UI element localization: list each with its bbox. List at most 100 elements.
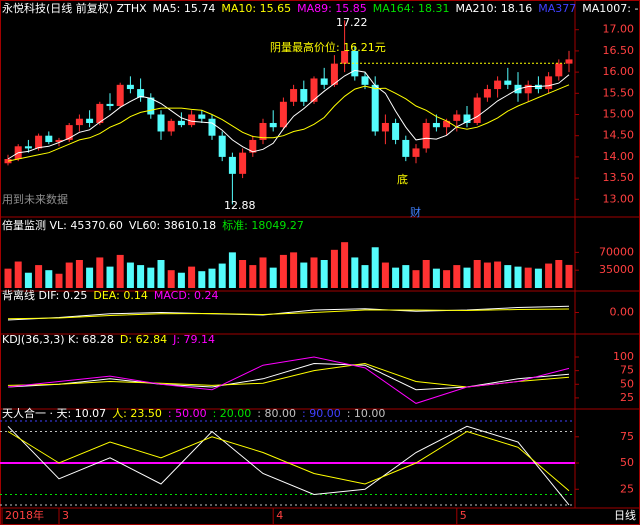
y-tick-label: 13.50 <box>603 171 635 184</box>
volume-bar <box>320 260 328 288</box>
candle-body <box>167 120 175 132</box>
candle-body <box>330 63 338 85</box>
candle-body <box>371 84 379 132</box>
candle-body <box>35 135 43 149</box>
volume-bar <box>188 266 196 288</box>
panel-header: 背离线 DIF: 0.25 <box>2 288 87 302</box>
candle-body <box>565 59 573 64</box>
volume-bar <box>45 270 53 288</box>
panel-header: MA5: 15.74 <box>153 2 216 15</box>
volume-bar <box>14 261 22 288</box>
volume-bar <box>565 264 573 288</box>
candle-body <box>198 114 206 119</box>
y-tick-label: 15.50 <box>603 86 635 99</box>
panel-header: 天人合一 · 天: 10.07 <box>2 406 106 420</box>
ma-line <box>7 69 570 160</box>
candle-body <box>351 50 359 77</box>
volume-bar <box>545 263 553 288</box>
panel-header: 人: 23.50 <box>112 407 162 420</box>
y-tick-label: 35000 <box>599 263 634 276</box>
volume-bar <box>494 261 502 288</box>
panel-header: 标准: 18049.27 <box>222 218 304 232</box>
volume-bar <box>249 265 257 288</box>
volume-bar <box>310 257 318 288</box>
panel-header: DEA: 0.14 <box>93 289 147 302</box>
volume-bar <box>86 267 94 288</box>
candle-body <box>24 146 32 149</box>
indicator-line <box>7 308 570 320</box>
x-tick-label: 4 <box>276 509 283 522</box>
volume-bar <box>504 265 512 288</box>
candle-body <box>177 120 185 126</box>
candle-body <box>45 135 53 143</box>
y-tick-label: 14.00 <box>603 150 635 163</box>
volume-bar <box>116 254 124 288</box>
candle-body <box>545 76 553 90</box>
panel-header: MA10: 15.65 <box>221 2 291 15</box>
y-tick-label: 25 <box>620 391 634 404</box>
candle-body <box>494 80 502 90</box>
y-tick-label: 13.00 <box>603 192 635 205</box>
candle-body <box>310 78 318 102</box>
candle-body <box>106 103 114 107</box>
y-tick-label: 14.50 <box>603 129 635 142</box>
volume-bar <box>341 242 349 288</box>
panel-header: 永悦科技(日线 前复权) ZTHX <box>2 1 147 15</box>
candle-body <box>392 122 400 140</box>
candle-body <box>555 63 563 77</box>
candle-body <box>208 118 216 136</box>
y-tick-label: 50 <box>620 377 634 390</box>
volume-bar <box>412 270 420 288</box>
volume-bar <box>137 265 145 288</box>
volume-bar <box>126 262 134 288</box>
candle-body <box>218 135 226 157</box>
volume-bar <box>106 266 114 288</box>
candle-body <box>524 84 532 94</box>
volume-bar <box>422 260 430 288</box>
volume-bar <box>147 267 155 288</box>
volume-bar <box>514 266 522 288</box>
panel-header: MA89: 15.85 <box>297 2 367 15</box>
volume-bar <box>218 263 226 288</box>
volume-bar <box>75 260 83 288</box>
x-tick-label: 2018年 <box>5 508 44 522</box>
candle-body <box>249 139 257 153</box>
candle-body <box>65 125 73 140</box>
y-tick-label: 16.00 <box>603 65 635 78</box>
volume-bar <box>300 262 308 288</box>
volume-bar <box>198 271 206 288</box>
volume-bar <box>228 252 236 288</box>
volume-bar <box>524 267 532 288</box>
panel-header: D: 62.84 <box>120 333 167 346</box>
volume-bar <box>279 254 287 288</box>
panel-header: VL60: 38610.18 <box>129 219 216 232</box>
volume-bar <box>392 267 400 288</box>
candle-body <box>137 89 145 98</box>
volume-bar <box>443 270 451 288</box>
volume-bar <box>371 247 379 288</box>
y-tick-label: 75 <box>620 430 634 443</box>
annotation: 底 <box>397 172 408 186</box>
candle-body <box>279 101 287 128</box>
indicator-line <box>7 356 570 404</box>
candle-body <box>75 118 83 126</box>
volume-bar <box>361 265 369 288</box>
volume-bar <box>351 257 359 288</box>
panel-header: MA210: 18.16 <box>456 2 533 15</box>
indicator-line <box>7 425 570 506</box>
candle-body <box>402 139 410 157</box>
volume-bar <box>259 257 267 288</box>
candle-body <box>504 80 512 85</box>
volume-bar <box>24 272 32 288</box>
candle-body <box>341 50 349 64</box>
volume-bar <box>239 260 247 288</box>
volume-bar <box>483 262 491 288</box>
panel-header: KDJ(36,3,3) K: 68.28 <box>2 333 114 346</box>
candle-body <box>422 122 430 149</box>
volume-bar <box>269 267 277 288</box>
indicator-line <box>7 430 570 492</box>
volume-bar <box>4 268 12 288</box>
candle-body <box>412 148 420 157</box>
candle-body <box>432 122 440 128</box>
y-tick-label: 16.50 <box>603 44 635 57</box>
